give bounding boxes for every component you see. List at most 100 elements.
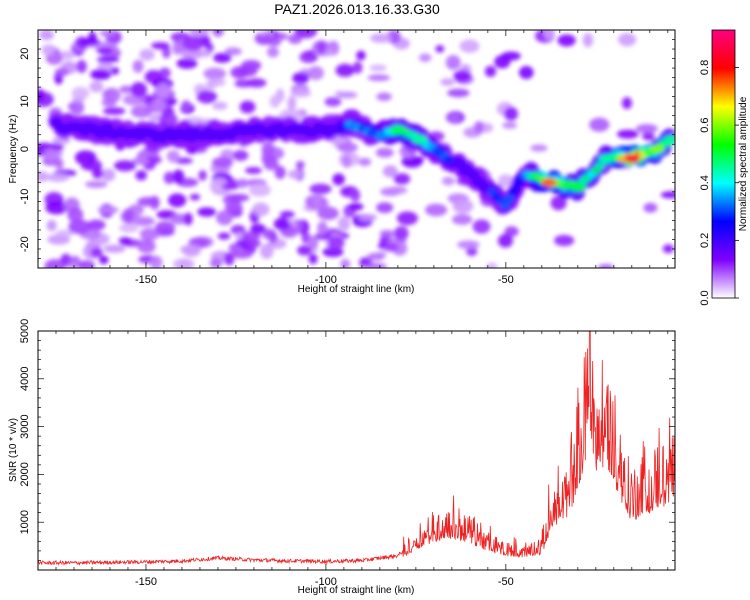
- spectrogram-blob: [150, 42, 170, 50]
- spectrogram-blob: [309, 183, 332, 195]
- spectrogram-blob: [441, 176, 456, 186]
- spectrogram-blob: [382, 165, 398, 178]
- spectrogram-blob: [212, 101, 228, 111]
- spectrogram-blob: [642, 131, 655, 141]
- spectrogram-blob: [68, 219, 91, 235]
- snr-y-ticks: 1000 2000 3000 4000 5000: [19, 319, 675, 571]
- spectrogram-blob: [393, 173, 411, 185]
- spectrogram-blob: [261, 141, 275, 156]
- spectrogram-blob: [168, 193, 187, 208]
- spectrogram-blob: [418, 53, 432, 62]
- spectrogram-blob: [296, 245, 313, 256]
- spectrogram-blob: [246, 78, 267, 88]
- spectrogram-blob: [396, 211, 418, 226]
- spectrogram-blob: [54, 158, 64, 170]
- colorbar-label: Normalized spectral amplitude: [738, 96, 749, 231]
- spectrogram-blob: [451, 214, 473, 225]
- spectrogram-blob: [266, 46, 279, 58]
- spectrogram-blob: [232, 150, 249, 161]
- spectrogram-blob: [518, 65, 534, 80]
- spectrogram-blob: [96, 56, 120, 63]
- spectrogram-blob: [317, 221, 328, 237]
- spectrogram-blob: [149, 255, 163, 268]
- colorbar-ticks: 0.0 0.2 0.4 0.6 0.8: [699, 60, 739, 306]
- spectrogram-blob: [383, 242, 400, 252]
- spectrogram-blob: [308, 253, 318, 265]
- spectrogram-x-tick-label: -150: [135, 274, 157, 286]
- snr-x-tick-label: -150: [135, 576, 157, 588]
- spectrogram-blob: [90, 69, 109, 80]
- spectrogram-blob: [394, 226, 409, 241]
- chart-title: PAZ1.2026.013.16.33.G30: [274, 1, 440, 17]
- spectrogram-blob: [509, 187, 519, 195]
- spectrogram-blob: [513, 179, 523, 188]
- spectrogram-y-axis-label: Frequency (Hz): [8, 115, 19, 184]
- spectrogram-blob: [46, 219, 57, 232]
- spectrogram-blob: [440, 78, 456, 86]
- spectrogram-blob: [38, 88, 45, 102]
- spectrogram-blob: [189, 193, 201, 201]
- spectrogram-blob: [173, 258, 195, 268]
- spectrogram-blob: [457, 240, 480, 250]
- spectrogram-blob: [352, 61, 363, 74]
- spectrogram-blob: [307, 66, 324, 81]
- spectrogram-blob: [241, 59, 262, 71]
- spectrogram-blob: [67, 207, 84, 223]
- spectrogram-blob: [444, 155, 454, 164]
- spectrogram-blob: [39, 30, 54, 41]
- snr-plot-area: [38, 331, 675, 566]
- snr-y-tick-label: 5000: [19, 319, 31, 343]
- spectrogram-blob: [425, 203, 448, 217]
- spectrogram-blob: [97, 47, 114, 55]
- spectrogram-blob: [358, 157, 372, 167]
- spectrogram-blob: [213, 52, 232, 63]
- spectrogram-blob: [369, 33, 392, 43]
- spectrogram-blob: [45, 52, 63, 65]
- spectrogram-blob: [172, 169, 185, 184]
- spectrogram-blob: [60, 253, 72, 266]
- spectrogram-blob: [79, 38, 101, 46]
- spectrogram-blob: [550, 195, 567, 211]
- spectrogram-blob: [643, 202, 658, 213]
- snr-x-tick-label: -100: [315, 576, 337, 588]
- spectrogram-blob: [337, 216, 351, 232]
- spectrogram-blob: [183, 212, 193, 226]
- spectrogram-blob: [71, 86, 90, 100]
- spectrogram-blob: [367, 74, 391, 82]
- spectrogram-y-tick-label: -20: [19, 236, 31, 252]
- snr-y-tick-label: 1000: [19, 510, 31, 534]
- spectrogram-blob: [69, 256, 81, 263]
- spectrogram-blob: [211, 156, 234, 168]
- spectrogram-blob: [466, 246, 478, 257]
- spectrogram-blob: [474, 121, 484, 134]
- spectrogram-blob: [307, 235, 319, 250]
- spectrogram-blob: [166, 150, 180, 163]
- spectrogram-blob: [484, 65, 497, 78]
- spectrogram-x-axis-label: Height of straight line (km): [298, 284, 415, 295]
- snr-y-axis-label: SNR (10 * v/v): [8, 418, 19, 482]
- spectrogram-blob: [447, 88, 470, 98]
- snr-y-tick-label: 3000: [19, 414, 31, 438]
- spectrogram-blob: [497, 174, 514, 188]
- spectrogram-blob: [350, 189, 361, 202]
- snr-y-tick-label: 2000: [19, 462, 31, 486]
- spectrogram-blob: [260, 243, 274, 259]
- spectrogram-blob: [273, 217, 290, 231]
- spectrogram-blob: [569, 182, 586, 192]
- spectrogram-blob: [500, 201, 510, 210]
- spectrogram-blob: [98, 255, 109, 265]
- spectrogram-blob: [250, 223, 266, 234]
- spectrogram-blob: [453, 70, 472, 83]
- spectrogram-blob: [38, 171, 49, 182]
- spectrogram-blob: [663, 135, 675, 144]
- spectrogram-blob: [502, 121, 518, 129]
- spectrogram-blob: [154, 221, 176, 235]
- spectrogram-blob: [122, 208, 134, 223]
- spectrogram-blob: [209, 258, 223, 268]
- spectrogram-blob: [100, 168, 116, 182]
- spectrogram-blob: [188, 30, 210, 37]
- spectrogram-blob: [589, 117, 610, 132]
- spectrogram-blob: [299, 51, 318, 64]
- spectrogram-blob: [236, 178, 249, 189]
- spectrogram-blob: [340, 258, 351, 268]
